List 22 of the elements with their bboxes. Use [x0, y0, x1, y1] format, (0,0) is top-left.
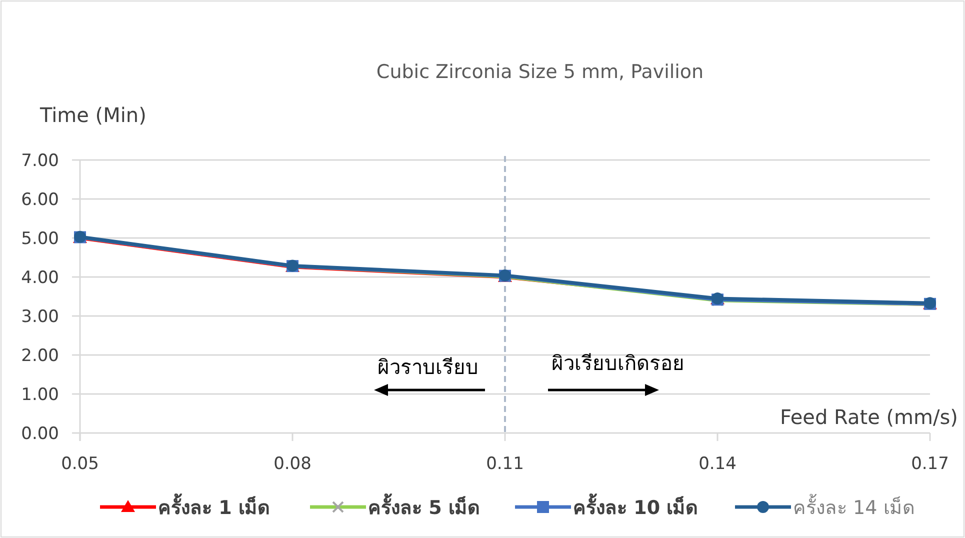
y-axis-title: Time (Min) — [39, 103, 146, 127]
annotation: ผิวราบเรียบ — [378, 355, 478, 379]
legend-label: ครั้งละ 14 เม็ด — [793, 494, 914, 519]
x-tick-label: 0.11 — [486, 454, 524, 474]
x-axis-title: Feed Rate (mm/s) — [780, 405, 958, 429]
legend-label: ครั้งละ 5 เม็ด — [368, 493, 480, 519]
x-tick-label: 0.08 — [274, 454, 312, 474]
chart-title: Cubic Zirconia Size 5 mm, Pavilion — [376, 61, 704, 83]
y-tick-label: 7.00 — [21, 151, 59, 171]
x-tick-label: 0.17 — [911, 454, 949, 474]
y-tick-label: 0.00 — [21, 424, 59, 444]
y-tick-label: 1.00 — [21, 385, 59, 405]
y-tick-label: 3.00 — [21, 307, 59, 327]
y-tick-label: 2.00 — [21, 346, 59, 366]
y-tick-label: 4.00 — [21, 268, 59, 288]
legend-label: ครั้งละ 1 เม็ด — [158, 493, 270, 519]
legend-label: ครั้งละ 10 เม็ด — [573, 493, 698, 519]
x-tick-label: 0.14 — [698, 454, 736, 474]
y-tick-label: 6.00 — [21, 190, 59, 210]
annotation: ผิวเรียบเกิดรอย — [552, 351, 684, 375]
x-tick-label: 0.05 — [61, 454, 99, 474]
y-tick-label: 5.00 — [21, 229, 59, 249]
